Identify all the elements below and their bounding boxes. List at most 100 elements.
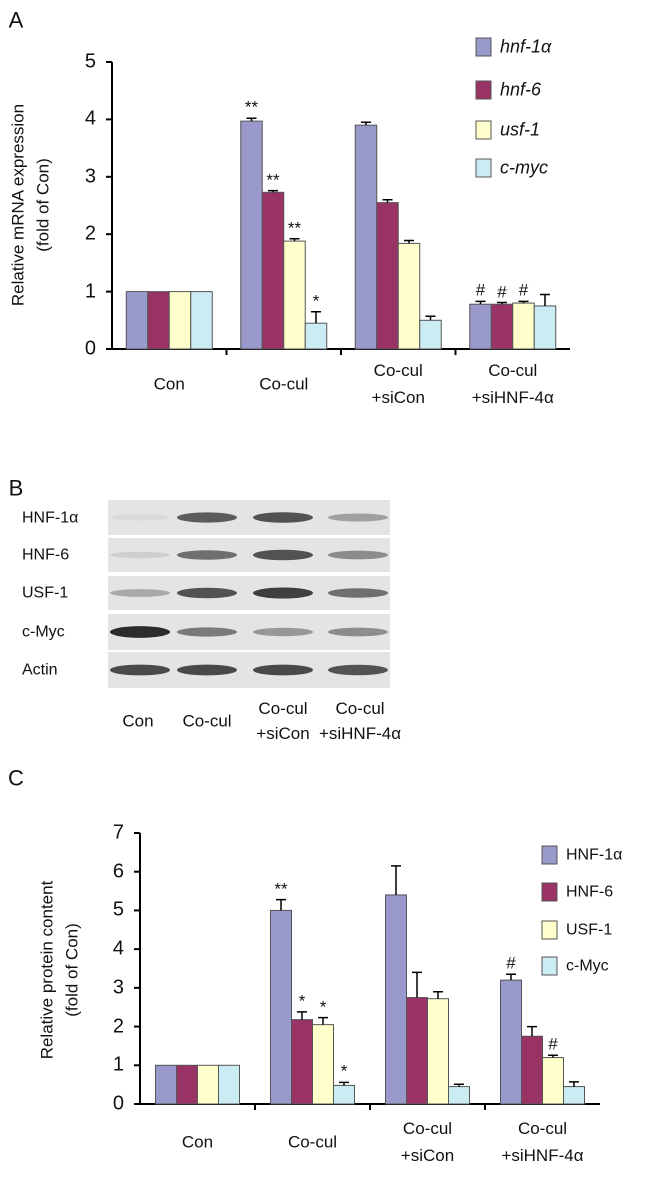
- legend-label: hnf-1α: [500, 36, 552, 57]
- y-tick-label: 3: [112, 976, 124, 999]
- bar: [168, 291, 192, 350]
- y-tick-label: 2: [112, 1015, 124, 1038]
- error-bar: [540, 293, 550, 306]
- panel-letter: A: [8, 7, 24, 33]
- legend-label: HNF-6: [566, 883, 614, 901]
- blot-band: [253, 512, 313, 523]
- error-bar: [391, 865, 401, 895]
- y-tick-label: 5: [84, 50, 96, 73]
- significance-mark: *: [298, 991, 306, 1011]
- significance-mark: **: [287, 218, 302, 238]
- x-tick-label: Co-cul: [259, 374, 309, 394]
- y-tick-label: 3: [84, 165, 96, 188]
- x-tick-label: Co-cul +siHNF-4α: [471, 361, 554, 407]
- legend-swatch: [541, 956, 558, 976]
- x-tick-label: Con: [153, 374, 185, 394]
- bar: [354, 124, 378, 350]
- y-tick-label: 4: [112, 937, 124, 960]
- bar: [283, 240, 306, 350]
- y-axis-label: Relative protein content: [37, 880, 57, 1060]
- error-bar: [404, 239, 414, 244]
- blot-band: [177, 550, 237, 560]
- bar: [304, 322, 328, 350]
- significance-mark: *: [319, 997, 327, 1017]
- y-axis-label: (fold of Con): [62, 923, 82, 1017]
- bar: [270, 909, 292, 1105]
- bar: [261, 191, 285, 350]
- blot-lane-label: Co-cul +siCon: [256, 699, 310, 743]
- blot-strip: [108, 538, 390, 572]
- blot-lane-label: Co-cul: [182, 711, 232, 731]
- blot-band: [328, 627, 388, 637]
- error-bar: [433, 990, 443, 999]
- significance-mark: #: [506, 953, 516, 973]
- blot-band: [328, 550, 388, 560]
- significance-mark: #: [475, 280, 486, 300]
- blot-band: [328, 513, 388, 522]
- error-bar: [425, 315, 436, 321]
- legend-swatch: [475, 37, 492, 57]
- blot-band: [253, 549, 313, 561]
- blot-row-label: USF-1: [22, 584, 69, 602]
- error-bar: [506, 973, 516, 981]
- error-bar: [268, 189, 278, 193]
- error-bar: [297, 1011, 307, 1020]
- bar: [427, 998, 449, 1105]
- error-bar: [276, 898, 286, 911]
- blot-band: [328, 664, 388, 676]
- error-bar: [569, 1081, 579, 1087]
- y-tick-label: 0: [84, 337, 96, 360]
- bar: [291, 1019, 313, 1105]
- blot-band: [110, 664, 170, 676]
- bar: [469, 303, 492, 350]
- bar: [563, 1086, 585, 1105]
- significance-mark: *: [312, 291, 320, 311]
- blot-row-label: c-Myc: [22, 623, 65, 641]
- error-bar: [339, 1081, 349, 1086]
- bar: [419, 319, 442, 350]
- error-bar: [454, 1083, 464, 1087]
- bar: [376, 202, 399, 350]
- bar: [240, 120, 263, 350]
- x-tick-label: Co-cul +siHNF-4α: [501, 1119, 584, 1165]
- blot-band: [253, 587, 313, 599]
- legend-label: USF-1: [566, 921, 613, 939]
- error-bar: [246, 117, 257, 122]
- bar: [197, 1064, 219, 1105]
- significance-mark: **: [274, 879, 288, 899]
- legend-swatch: [541, 845, 558, 865]
- blot-row-label: HNF-6: [22, 546, 70, 564]
- error-bar: [289, 238, 300, 242]
- significance-mark: #: [548, 1034, 558, 1054]
- x-tick-label: Con: [181, 1132, 214, 1152]
- bar: [397, 242, 421, 350]
- bar: [500, 979, 522, 1105]
- x-tick-label: Co-cul: [287, 1132, 338, 1152]
- significance-mark: *: [340, 1061, 348, 1081]
- bar: [176, 1064, 198, 1105]
- bar: [533, 305, 557, 350]
- panel-letter: B: [8, 475, 24, 501]
- bar: [155, 1064, 177, 1105]
- error-bar: [475, 300, 486, 305]
- bar: [147, 291, 170, 350]
- error-bar: [311, 310, 321, 324]
- blot-row-label: Actin: [22, 661, 58, 679]
- bar: [521, 1035, 543, 1105]
- legend-label: usf-1: [500, 119, 541, 140]
- error-bar: [527, 1025, 537, 1037]
- y-tick-label: 7: [112, 821, 124, 844]
- blot-band: [110, 514, 170, 521]
- panel-letter: C: [8, 765, 24, 791]
- y-tick-label: 1: [112, 1053, 124, 1076]
- blot-band: [110, 589, 170, 597]
- significance-mark: #: [497, 282, 507, 301]
- bar: [312, 1024, 334, 1105]
- error-bar: [382, 199, 393, 203]
- legend-swatch: [475, 80, 492, 100]
- blot-band: [177, 512, 237, 523]
- blot-strip: [108, 500, 390, 535]
- bar: [125, 291, 149, 350]
